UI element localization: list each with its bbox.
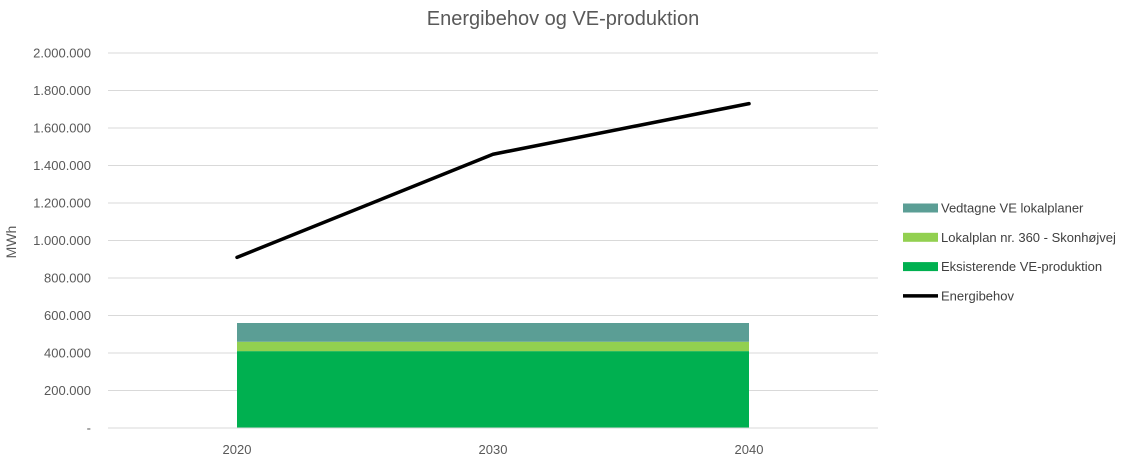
line-energibehov <box>235 101 751 260</box>
y-tick-label: 600.000 <box>44 308 91 323</box>
y-tick-label: 1.600.000 <box>33 121 91 136</box>
stacked-areas <box>237 323 749 428</box>
legend: Vedtagne VE lokalplaner Lokalplan nr. 360… <box>903 201 1116 303</box>
y-tick-label: 800.000 <box>44 271 91 286</box>
area-eksisterende-ve-produktion <box>237 351 749 428</box>
legend-swatch <box>903 232 938 242</box>
y-tick-label: 1.400.000 <box>33 158 91 173</box>
legend-label: Energibehov <box>941 288 1014 303</box>
legend-label: Vedtagne VE lokalplaner <box>941 201 1084 216</box>
x-tick-labels: 2020 2030 2040 <box>223 442 764 457</box>
x-tick-label: 2040 <box>735 442 764 457</box>
area-vedtagne-ve-lokalplaner <box>237 323 749 342</box>
y-tick-label: 1.200.000 <box>33 196 91 211</box>
y-tick-label: 1.000.000 <box>33 233 91 248</box>
y-tick-label: 400.000 <box>44 346 91 361</box>
legend-label: Eksisterende VE-produktion <box>941 259 1102 274</box>
y-axis-label: MWh <box>3 226 19 259</box>
x-tick-label: 2030 <box>479 442 508 457</box>
legend-swatch <box>903 203 938 213</box>
y-tick-label: - <box>87 421 91 436</box>
y-tick-label: 2.000.000 <box>33 46 91 61</box>
line-series <box>235 101 751 260</box>
gridlines <box>108 52 878 391</box>
x-tick-label: 2020 <box>223 442 252 457</box>
y-tick-labels: - 200.000 400.000 600.000 800.000 1.000.000 1.… <box>33 46 91 436</box>
legend-swatch <box>903 262 938 272</box>
y-tick-label: 1.800.000 <box>33 83 91 98</box>
legend-label: Lokalplan nr. 360 - Skonhøjvej <box>941 230 1116 245</box>
chart-title: Energibehov og VE-produktion <box>427 8 699 30</box>
y-tick-label: 200.000 <box>44 383 91 398</box>
area-lokalplan-nr-360-skonh-jvej <box>237 341 749 352</box>
